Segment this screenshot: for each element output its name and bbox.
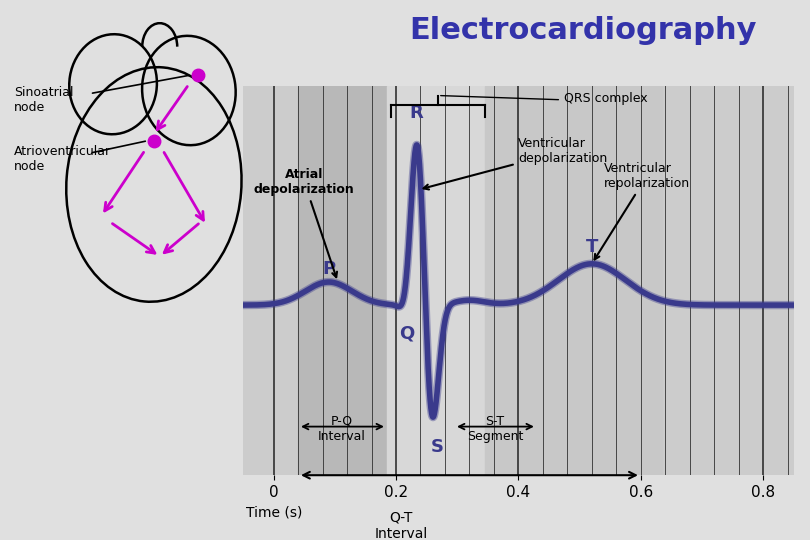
Text: R: R: [409, 104, 423, 122]
Text: Q-T
Interval: Q-T Interval: [374, 510, 428, 540]
Text: P-Q
Interval: P-Q Interval: [318, 415, 366, 443]
Text: Atrial
depolarization: Atrial depolarization: [254, 168, 355, 277]
Text: P: P: [322, 260, 335, 278]
Text: S-T
Segment: S-T Segment: [467, 415, 523, 443]
Bar: [387, 86, 484, 475]
Text: Ventricular
depolarization: Ventricular depolarization: [424, 137, 608, 190]
Text: Electrocardiography: Electrocardiography: [409, 16, 757, 45]
Text: Atrioventricular
node: Atrioventricular node: [14, 145, 111, 173]
Text: T: T: [586, 238, 598, 255]
Text: Ventricular
repolarization: Ventricular repolarization: [595, 161, 690, 259]
Bar: [298, 86, 387, 475]
Text: S: S: [431, 438, 444, 456]
Bar: [484, 86, 663, 475]
Text: Sinoatrial
node: Sinoatrial node: [14, 86, 74, 114]
Text: Q: Q: [399, 325, 415, 342]
Text: QRS complex: QRS complex: [565, 92, 648, 105]
Bar: [243, 86, 794, 475]
Text: Time (s): Time (s): [246, 505, 302, 519]
